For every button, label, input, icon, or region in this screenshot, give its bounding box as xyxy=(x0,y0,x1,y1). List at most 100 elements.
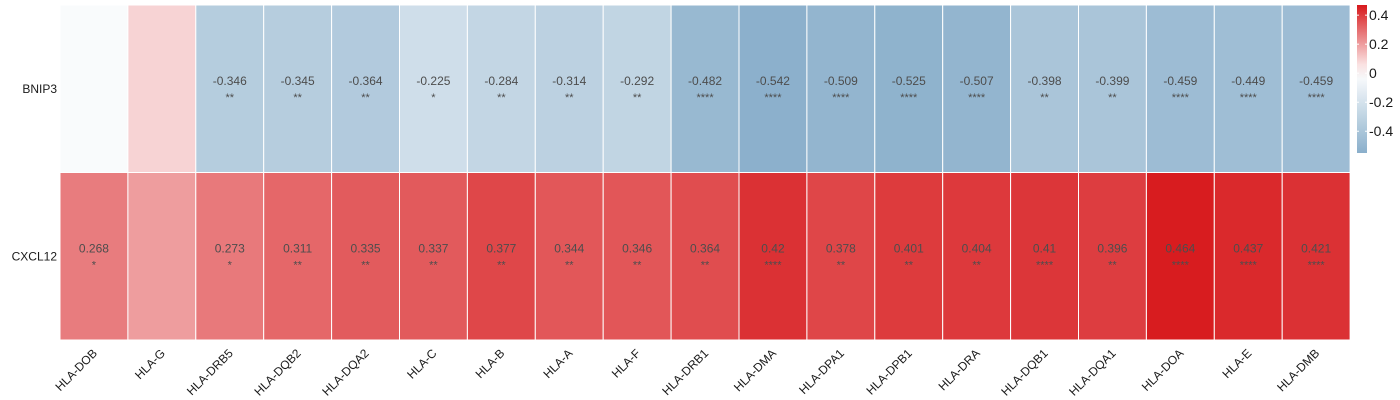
cell-significance-label: ** xyxy=(293,259,302,271)
cell-value-label: 0.396 xyxy=(1097,241,1127,255)
cell-value-label: 0.268 xyxy=(79,241,109,255)
cell-significance-label: ** xyxy=(497,259,506,271)
column-label: HLA-DOB xyxy=(52,346,100,394)
heatmap-cell xyxy=(942,172,1012,341)
heatmap-cell xyxy=(127,4,197,173)
cell-significance-label: ** xyxy=(1108,259,1117,271)
cell-significance-label: ** xyxy=(837,259,846,271)
heatmap-cell xyxy=(1213,172,1283,341)
heatmap-cell xyxy=(1213,4,1283,173)
heatmap-cell xyxy=(195,172,265,341)
cell-value-label: 0.346 xyxy=(622,241,652,255)
heatmap-cell xyxy=(59,4,129,173)
column-label: HLA-A xyxy=(540,346,575,381)
heatmap-cell xyxy=(127,172,197,341)
legend-tick-label: 0.4 xyxy=(1369,7,1389,23)
column-label: HLA-DQA2 xyxy=(319,346,372,399)
cell-value-label: -0.284 xyxy=(484,74,518,88)
cell-value-label: -0.459 xyxy=(1163,74,1197,88)
cell-value-label: 0.42 xyxy=(761,241,785,255)
cell-significance-label: ** xyxy=(1108,92,1117,104)
heatmap-cell xyxy=(670,172,740,341)
cell-value-label: 0.311 xyxy=(283,241,312,255)
cell-value-label: -0.398 xyxy=(1028,74,1062,88)
heatmap-cell xyxy=(1078,4,1147,173)
cell-value-label: 0.377 xyxy=(486,241,516,255)
cell-significance-label: **** xyxy=(1172,92,1190,104)
column-label: HLA-DQA1 xyxy=(1066,346,1119,399)
cell-significance-label: **** xyxy=(1308,92,1326,104)
cell-significance-label: * xyxy=(228,259,233,271)
cell-value-label: 0.364 xyxy=(690,241,720,255)
heatmap-cell xyxy=(1010,4,1079,173)
cell-value-label: -0.542 xyxy=(756,74,790,88)
cell-significance-label: ** xyxy=(225,92,234,104)
cell-annotations: -0.346**-0.345**-0.364**-0.225*-0.284**-… xyxy=(79,74,1334,272)
cell-value-label: 0.401 xyxy=(894,241,924,255)
cell-value-label: -0.449 xyxy=(1231,74,1265,88)
cell-value-label: -0.459 xyxy=(1299,74,1333,88)
column-label: HLA-DOA xyxy=(1139,346,1187,394)
cell-value-label: 0.378 xyxy=(826,241,856,255)
cell-value-label: -0.364 xyxy=(349,74,383,88)
column-label: HLA-C xyxy=(404,346,440,382)
legend-tick-label: -0.2 xyxy=(1369,94,1393,110)
cell-value-label: -0.509 xyxy=(824,74,858,88)
heatmap-cell xyxy=(670,4,740,173)
cell-significance-label: ** xyxy=(972,259,981,271)
heatmap-cell xyxy=(1281,172,1351,341)
cell-value-label: -0.292 xyxy=(620,74,654,88)
heatmap-cell xyxy=(942,4,1012,173)
column-label: HLA-DRB1 xyxy=(659,346,711,398)
column-label: HLA-F xyxy=(609,346,643,380)
heatmap-cell xyxy=(331,4,401,173)
cell-significance-label: **** xyxy=(1240,92,1258,104)
cell-significance-label: * xyxy=(92,259,97,271)
cell-value-label: -0.314 xyxy=(552,74,586,88)
heatmap-cell xyxy=(1145,172,1215,341)
column-label: HLA-B xyxy=(473,346,508,381)
cell-significance-label: ** xyxy=(293,92,302,104)
legend-tick-label: -0.4 xyxy=(1369,123,1393,139)
cell-value-label: -0.525 xyxy=(892,74,926,88)
cell-significance-label: **** xyxy=(764,259,782,271)
heatmap-cell xyxy=(602,4,672,173)
cell-significance-label: * xyxy=(431,92,436,104)
cell-significance-label: ** xyxy=(361,92,370,104)
heatmap-cell xyxy=(602,172,672,341)
cell-significance-label: **** xyxy=(968,92,986,104)
heatmap-cell xyxy=(59,172,129,341)
cell-significance-label: ** xyxy=(429,259,438,271)
cell-value-label: -0.482 xyxy=(688,74,722,88)
cell-value-label: 0.344 xyxy=(554,241,584,255)
cell-significance-label: ** xyxy=(361,259,370,271)
legend-colorbar xyxy=(1357,5,1367,153)
column-label: HLA-DMB xyxy=(1274,346,1322,394)
heatmap-cell xyxy=(195,4,265,173)
cell-value-label: 0.273 xyxy=(215,241,245,255)
heatmap-cell xyxy=(738,4,808,173)
cell-value-label: -0.346 xyxy=(213,74,247,88)
heatmap-cell xyxy=(1078,172,1147,341)
column-label: HLA-DMA xyxy=(731,346,779,394)
column-label: HLA-DQB2 xyxy=(251,346,304,399)
cell-significance-label: **** xyxy=(1240,259,1258,271)
cell-significance-label: **** xyxy=(1036,259,1054,271)
column-label: HLA-E xyxy=(1219,346,1254,381)
row-label: CXCL12 xyxy=(12,249,58,263)
cell-value-label: -0.225 xyxy=(416,74,450,88)
cell-significance-label: **** xyxy=(900,92,918,104)
column-label: HLA-DQB1 xyxy=(998,346,1051,399)
cell-significance-label: ** xyxy=(633,92,642,104)
color-legend: 0.4 0.2 0 -0.2 -0.4 xyxy=(1357,5,1393,153)
legend-tick-label: 0 xyxy=(1369,65,1377,81)
heatmap-cell xyxy=(806,4,876,173)
heatmap-cell xyxy=(874,4,944,173)
heatmap-cell xyxy=(534,4,604,173)
heatmap-cell xyxy=(738,172,808,341)
cell-significance-label: ** xyxy=(633,259,642,271)
cell-value-label: 0.421 xyxy=(1301,241,1331,255)
heatmap-cell xyxy=(466,4,536,173)
column-label: HLA-DPB1 xyxy=(863,346,915,398)
cell-significance-label: ** xyxy=(565,259,574,271)
